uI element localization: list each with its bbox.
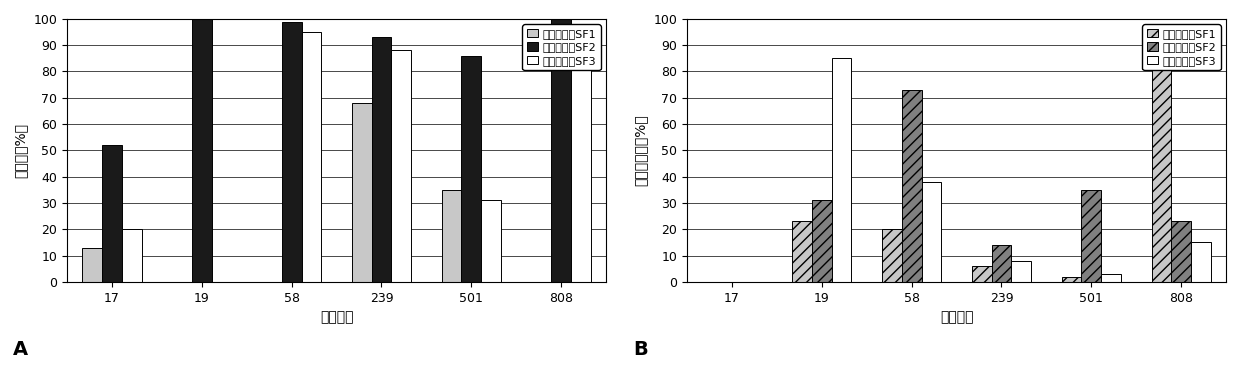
X-axis label: 水稻品系: 水稻品系 — [940, 310, 973, 324]
Bar — [1101, 274, 1121, 282]
Bar — [82, 248, 102, 282]
Bar — [301, 32, 321, 282]
Bar — [812, 200, 832, 282]
Bar — [1081, 190, 1101, 282]
Bar — [572, 58, 590, 282]
Bar — [992, 245, 1012, 282]
Bar — [832, 58, 852, 282]
Bar — [392, 50, 412, 282]
Y-axis label: 分化率（%）: 分化率（%） — [14, 123, 27, 178]
Text: A: A — [14, 340, 29, 359]
Bar — [921, 182, 941, 282]
Bar — [552, 19, 572, 282]
Y-axis label: 高频分化率（%）: 高频分化率（%） — [634, 114, 647, 186]
Legend: 分化培养埾SF1, 分化培养埾SF2, 分化培养埾SF3: 分化培养埾SF1, 分化培养埾SF2, 分化培养埾SF3 — [1142, 24, 1220, 70]
Bar — [281, 22, 301, 282]
Bar — [1152, 27, 1172, 282]
Bar — [102, 145, 122, 282]
Bar — [1061, 277, 1081, 282]
Bar — [352, 103, 372, 282]
Bar — [792, 221, 812, 282]
Bar — [1192, 243, 1210, 282]
Bar — [192, 19, 212, 282]
X-axis label: 水稻品系: 水稻品系 — [320, 310, 353, 324]
Bar — [901, 90, 921, 282]
Bar — [372, 37, 392, 282]
Bar — [972, 266, 992, 282]
Text: B: B — [634, 340, 647, 359]
Bar — [122, 229, 141, 282]
Bar — [481, 200, 501, 282]
Bar — [1012, 261, 1032, 282]
Bar — [882, 229, 901, 282]
Legend: 分化培养埾SF1, 分化培养埾SF2, 分化培养埾SF3: 分化培养埾SF1, 分化培养埾SF2, 分化培养埾SF3 — [522, 24, 600, 70]
Bar — [461, 56, 481, 282]
Bar — [1172, 221, 1192, 282]
Bar — [441, 190, 461, 282]
